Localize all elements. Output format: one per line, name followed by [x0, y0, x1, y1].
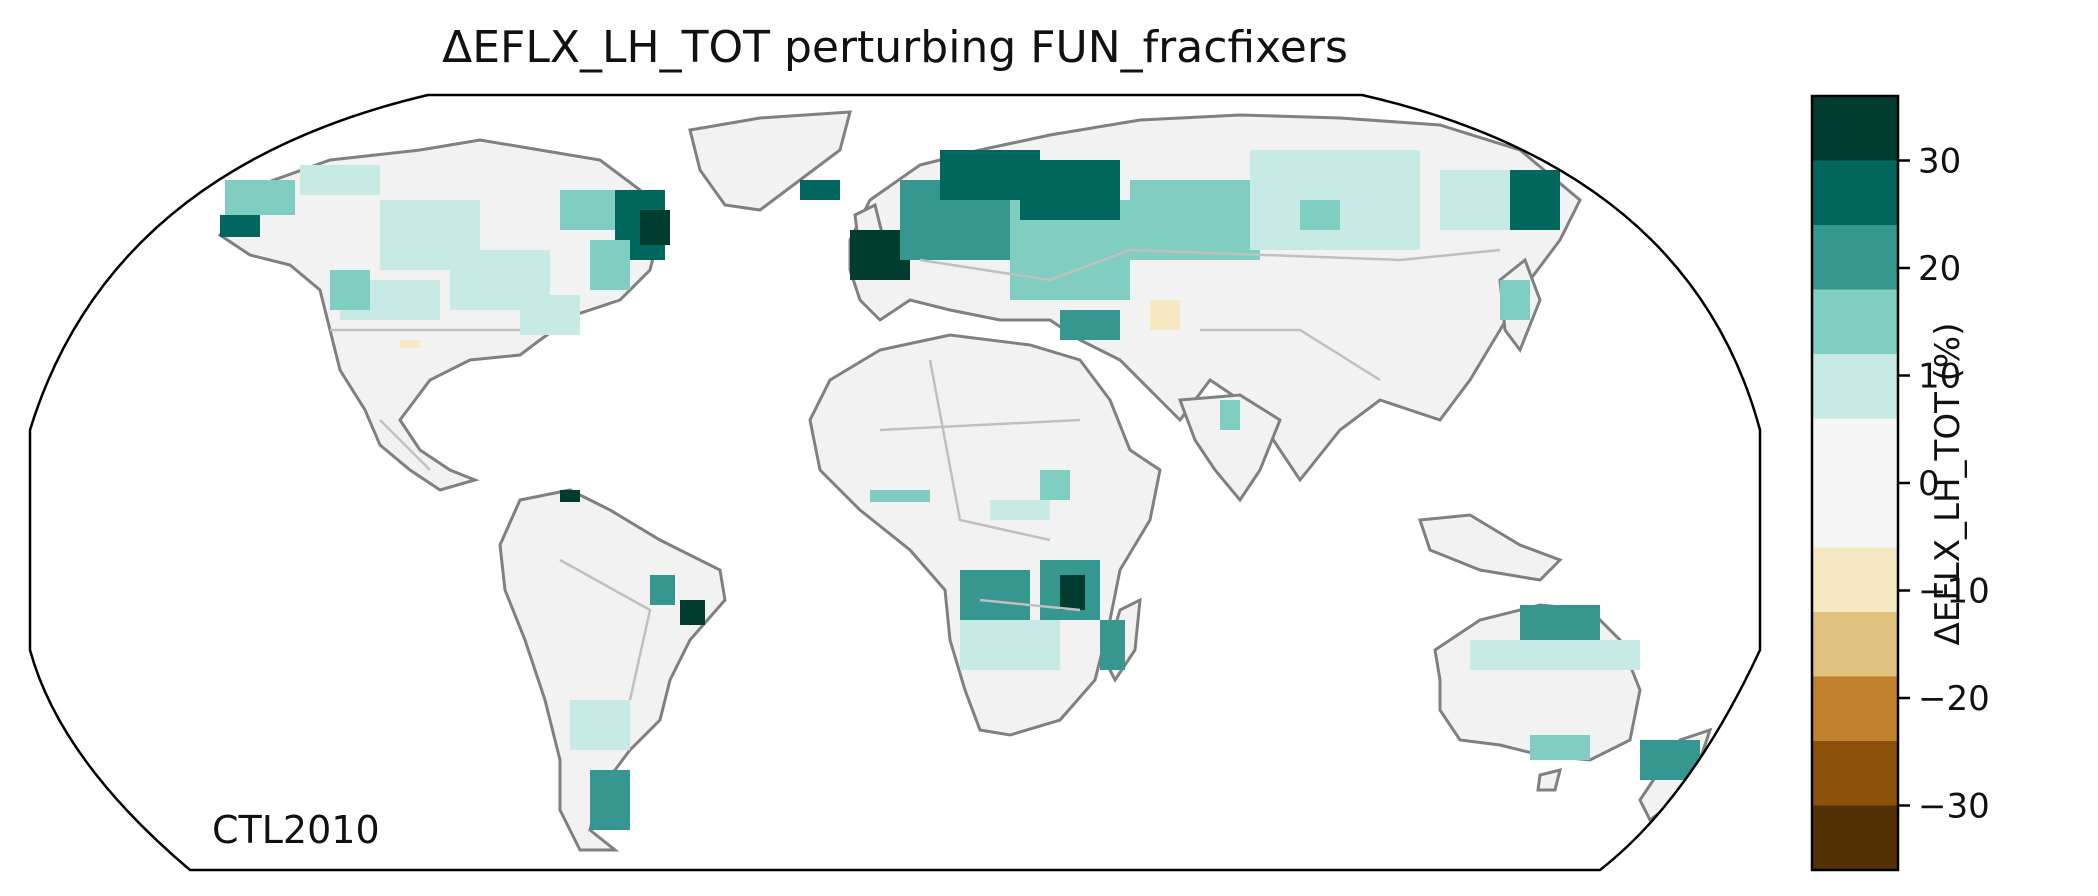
- anomaly-cell: [520, 295, 580, 335]
- country-borders: [330, 248, 1501, 701]
- anomaly-cell: [1470, 640, 1640, 670]
- colorbar-bin: [1812, 805, 1898, 871]
- anomaly-cell: [1060, 310, 1120, 340]
- anomaly-cell: [590, 770, 630, 830]
- anomaly-cell: [220, 215, 260, 237]
- colorbar-bin: [1812, 676, 1898, 742]
- colorbar-label: ΔEFLX_LH_TOT (%): [1928, 322, 1968, 646]
- map-title: ΔEFLX_LH_TOT perturbing FUN_fracfixers: [442, 22, 1348, 73]
- anomaly-cell: [680, 600, 705, 625]
- anomaly-cell: [960, 570, 1030, 620]
- anomaly-cell: [1100, 620, 1125, 670]
- anomaly-cell: [300, 165, 380, 195]
- anomaly-cell: [650, 575, 675, 605]
- india: [1177, 393, 1282, 503]
- anomaly-cell: [1150, 300, 1180, 330]
- anomaly-cell: [960, 620, 1060, 670]
- anomaly-cell: [570, 700, 630, 750]
- colorbar-tick-label: −30: [1918, 787, 1990, 827]
- indonesia: [1417, 513, 1563, 582]
- africa: [808, 333, 1162, 737]
- colorbar-bin: [1812, 354, 1898, 419]
- case-label: CTL2010: [212, 808, 380, 852]
- latent-heat-anomaly-cells: [220, 150, 1700, 830]
- colorbar-tick-label: −10: [1918, 572, 1990, 612]
- anomaly-cell: [640, 210, 670, 245]
- colorbar-tick-label: 10: [1918, 357, 1961, 397]
- map-frame: [28, 93, 1762, 872]
- anomaly-cell: [1530, 735, 1590, 760]
- anomaly-cell: [1220, 400, 1240, 430]
- colorbar-bin: [1812, 418, 1898, 548]
- anomaly-cell: [400, 340, 420, 348]
- anomaly-cell: [800, 180, 840, 200]
- colorbar-bin: [1812, 612, 1898, 677]
- anomaly-cell: [1500, 280, 1530, 320]
- colorbar-tick-label: 20: [1918, 249, 1961, 289]
- colorbar-tick-label: −20: [1918, 679, 1990, 719]
- anomaly-cell: [1020, 160, 1120, 220]
- anomaly-cell: [560, 490, 580, 502]
- anomaly-cell: [1040, 470, 1070, 500]
- anomaly-cell: [990, 500, 1050, 520]
- anomaly-cell: [1510, 170, 1560, 230]
- colorbar-bin: [1812, 289, 1898, 355]
- tasmania: [1536, 767, 1563, 792]
- colorbar-bin: [1812, 741, 1898, 806]
- anomaly-cell: [330, 270, 370, 310]
- anomaly-cell: [1300, 200, 1340, 230]
- anomaly-cell: [590, 240, 630, 290]
- colorbar-bin: [1812, 96, 1898, 161]
- anomaly-cell: [870, 490, 930, 502]
- anomaly-cell: [1060, 575, 1085, 610]
- anomaly-cell: [1520, 605, 1600, 645]
- colorbar-tick-label: 30: [1918, 142, 1961, 182]
- anomaly-cell: [1130, 180, 1260, 260]
- anomaly-cell: [560, 190, 620, 230]
- world-map: [28, 93, 1762, 872]
- colorbar-tick-label: 0: [1918, 464, 1940, 504]
- anomaly-cell: [225, 180, 295, 215]
- colorbar-bin: [1812, 160, 1898, 226]
- colorbar-bin: [1812, 225, 1898, 290]
- colorbar-bin: [1812, 547, 1898, 613]
